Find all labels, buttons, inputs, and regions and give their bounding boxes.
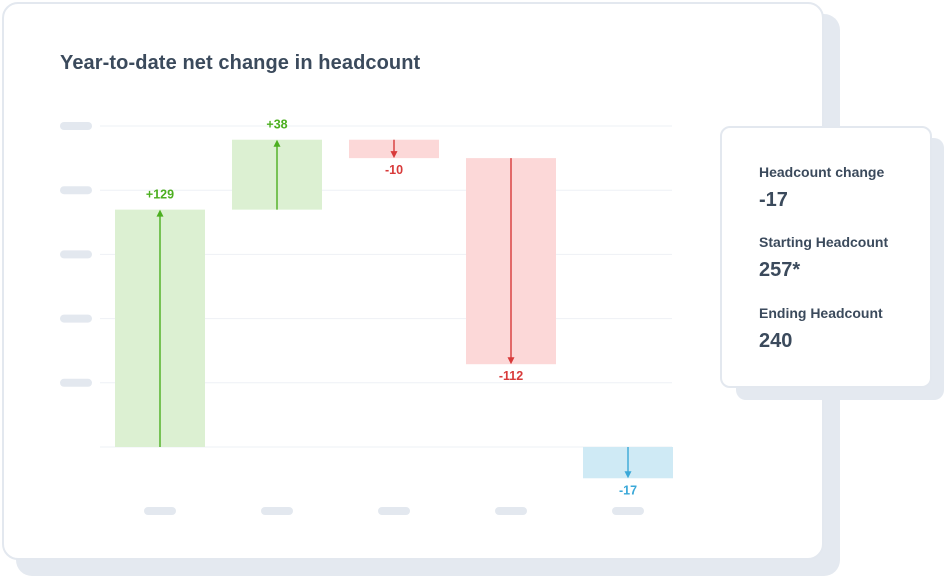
bar-arrowhead <box>156 209 164 217</box>
y-tick-placeholder <box>60 122 92 130</box>
x-tick-placeholder <box>612 507 644 515</box>
starting-headcount-value: 257* <box>759 259 801 281</box>
y-tick-placeholder <box>60 186 92 195</box>
bar-arrowhead <box>390 151 398 159</box>
bar-arrowhead <box>507 357 515 365</box>
headcount-change-value: -17 <box>759 189 788 211</box>
bar-value-label: +129 <box>146 188 174 202</box>
bar-value-label: -112 <box>499 369 523 383</box>
bar-value-label: -17 <box>619 483 637 497</box>
chart-title: Year-to-date net change in headcount <box>60 52 421 74</box>
bar-value-label: +38 <box>266 118 287 132</box>
bar-arrowhead <box>273 139 281 147</box>
headcount-change-label: Headcount change <box>759 164 885 180</box>
bar-arrowhead <box>624 471 632 479</box>
bar-value-label: -10 <box>385 163 403 177</box>
x-tick-placeholder <box>144 507 176 515</box>
x-tick-placeholder <box>495 507 527 515</box>
x-tick-placeholder <box>261 507 293 515</box>
y-tick-placeholder <box>60 250 92 259</box>
y-tick-placeholder <box>60 314 92 323</box>
ending-headcount-value: 240 <box>759 330 793 352</box>
starting-headcount-label: Starting Headcount <box>759 234 889 250</box>
summary-panel: Headcount change -17 Starting Headcount … <box>720 126 932 388</box>
x-tick-placeholder <box>378 507 410 515</box>
y-tick-placeholder <box>60 378 92 387</box>
ending-headcount-label: Ending Headcount <box>759 305 883 321</box>
